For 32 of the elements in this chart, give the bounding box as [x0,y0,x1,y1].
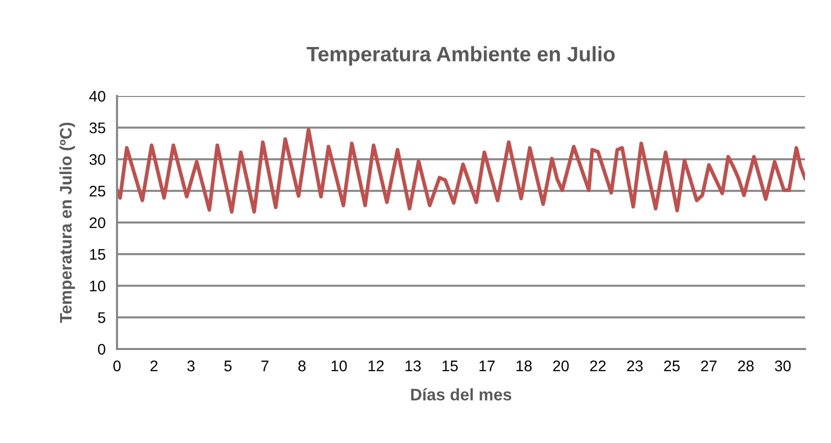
x-tick-label: 2 [150,360,158,372]
x-tick-label: 20 [553,360,569,372]
x-tick-label: 7 [261,360,268,372]
x-tick-label: 17 [480,360,495,372]
y-axis-title: Temperatura en Julio (ºC) [59,122,76,323]
line-series [117,128,805,214]
y-tick-label: 35 [89,122,106,134]
x-tick-label: 12 [368,360,384,372]
x-tick-label: 8 [298,360,306,372]
y-tick-label: 15 [90,249,106,260]
y-tick-label: 0 [98,344,106,355]
x-tick-label: 5 [224,360,232,372]
x-axis-title: Días del mes [411,388,512,400]
y-tick-label: 40 [89,90,106,102]
y-tick-label: 30 [89,154,106,165]
y-tick-label: 25 [90,186,106,197]
y-tick-label: 10 [90,280,106,292]
x-tick-label: 0 [113,360,121,372]
x-tick-label: 28 [738,360,754,372]
y-tick-label: 20 [90,217,106,228]
x-tick-label: 18 [516,360,532,372]
y-tick-label: 5 [98,312,106,324]
x-tick-label: 3 [187,360,195,372]
chart-title: Temperatura Ambiente en Julio [306,46,615,66]
x-tick-label: 10 [332,360,347,372]
x-tick-label: 13 [406,360,421,372]
x-tick-label: 30 [774,360,791,372]
x-tick-label: 22 [590,360,606,372]
x-tick-label: 15 [442,360,458,372]
x-tick-label: 27 [701,360,717,372]
x-tick-label: 23 [627,360,643,372]
x-tick-label: 25 [664,360,680,372]
